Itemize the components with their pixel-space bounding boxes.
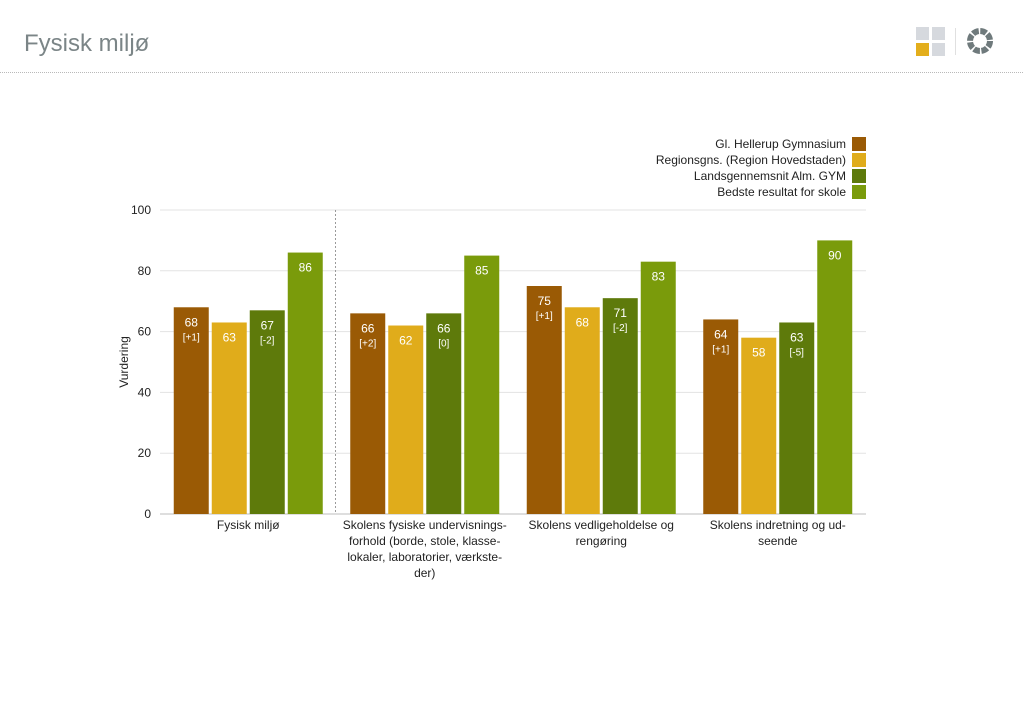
bar-change-label: [-2]	[260, 335, 275, 346]
bar	[173, 307, 209, 514]
legend-swatch	[852, 169, 866, 183]
title-divider	[0, 72, 1023, 73]
bar	[564, 307, 600, 514]
x-category-label: Skolens fysiske undervisnings-	[343, 518, 507, 532]
y-tick-label: 80	[138, 264, 152, 278]
bar	[249, 310, 285, 514]
logo-divider	[955, 28, 956, 55]
x-category-label: rengøring	[576, 534, 627, 548]
legend-swatch	[852, 185, 866, 199]
bar-value-label: 63	[223, 330, 237, 344]
bar-value-label: 66	[437, 321, 451, 335]
bar-value-label: 83	[652, 270, 666, 284]
x-category-label: seende	[758, 534, 798, 548]
ring-logo-icon	[967, 28, 993, 54]
bar	[426, 313, 462, 514]
bar-value-label: 71	[614, 306, 628, 320]
x-category-label: Fysisk miljø	[217, 518, 280, 532]
legend-swatch	[852, 153, 866, 167]
grid-logo-cell	[916, 27, 929, 40]
bar-value-label: 66	[361, 321, 375, 335]
bar	[817, 240, 853, 514]
bar-value-label: 68	[185, 315, 199, 329]
legend-label: Gl. Hellerup Gymnasium	[715, 137, 846, 151]
bar	[526, 286, 562, 514]
bar-change-label: [-2]	[613, 323, 628, 334]
grid-logo-cell-highlight	[916, 43, 929, 56]
bar-value-label: 75	[538, 294, 552, 308]
bar-value-label: 90	[828, 248, 842, 262]
x-category-label: der)	[414, 566, 435, 580]
bar	[703, 319, 739, 514]
y-tick-label: 60	[138, 325, 152, 339]
legend-swatch	[852, 137, 866, 151]
bar	[602, 298, 638, 514]
bar-value-label: 68	[576, 315, 590, 329]
y-tick-label: 40	[138, 385, 152, 399]
bar-change-label: [+1]	[536, 311, 553, 322]
bar-value-label: 58	[752, 346, 766, 360]
bar	[388, 325, 424, 514]
bar	[464, 255, 500, 514]
bar-value-label: 67	[261, 318, 275, 332]
bar	[287, 252, 323, 514]
y-tick-label: 0	[144, 507, 151, 521]
bar	[211, 322, 247, 514]
grid-logo-cell	[932, 27, 945, 40]
x-category-label: Skolens indretning og ud-	[710, 518, 846, 532]
y-axis-label: Vurdering	[117, 336, 131, 388]
bar-value-label: 64	[714, 327, 728, 341]
x-category-label: lokaler, laboratorier, værkste-	[347, 550, 502, 564]
legend-label: Bedste resultat for skole	[717, 185, 846, 199]
bar-change-label: [+2]	[359, 338, 376, 349]
x-category-label: Skolens vedligeholdelse og	[529, 518, 674, 532]
bar-value-label: 86	[299, 261, 313, 275]
bar	[741, 337, 777, 514]
y-tick-label: 20	[138, 446, 152, 460]
grid-logo-cell	[932, 43, 945, 56]
bar-change-label: [+1]	[712, 344, 729, 355]
legend-label: Landsgennemsnit Alm. GYM	[694, 169, 846, 183]
bar-change-label: [+1]	[183, 332, 200, 343]
bar	[640, 261, 676, 514]
x-category-label: forhold (borde, stole, klasse-	[349, 534, 500, 548]
bar-change-label: [0]	[438, 338, 449, 349]
bar	[779, 322, 815, 514]
bar	[350, 313, 386, 514]
bar-value-label: 85	[475, 264, 489, 278]
page-title: Fysisk miljø	[24, 30, 150, 57]
bar-value-label: 63	[790, 330, 804, 344]
legend-label: Regionsgns. (Region Hovedstaden)	[656, 153, 846, 167]
grid-logo-icon	[916, 27, 946, 57]
bar-change-label: [-5]	[790, 347, 805, 358]
bar-value-label: 62	[399, 334, 413, 348]
y-tick-label: 100	[131, 203, 151, 217]
